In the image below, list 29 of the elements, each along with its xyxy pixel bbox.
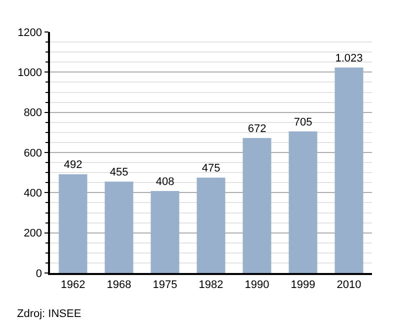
y-tick-label: 0 [36, 268, 42, 280]
y-tick-label: 200 [24, 228, 42, 240]
bar [288, 131, 318, 273]
data-label: 455 [110, 166, 128, 179]
y-tick-label: 1200 [18, 26, 42, 39]
data-label: 492 [64, 159, 82, 172]
bar [196, 178, 226, 273]
data-label: 672 [248, 123, 266, 136]
x-tick-label: 1999 [290, 278, 316, 291]
bar [58, 174, 88, 273]
data-label: 408 [156, 176, 174, 188]
x-tick-label: 2010 [336, 278, 362, 291]
x-tick-label: 1990 [244, 278, 270, 291]
data-label: 1.023 [335, 52, 363, 65]
y-tick-label: 400 [24, 188, 42, 200]
x-tick-label: 1962 [60, 278, 86, 291]
bar [150, 191, 180, 273]
y-tick-label: 1000 [18, 67, 42, 80]
data-label: 705 [294, 116, 312, 128]
bar [242, 138, 272, 273]
text: Zdroj: INSEE [17, 308, 82, 320]
bar [334, 68, 364, 273]
x-tick-label: 1975 [152, 278, 178, 291]
y-tick-label: 800 [24, 107, 42, 120]
x-tick-label: 1968 [106, 278, 132, 291]
y-tick-label: 600 [24, 147, 42, 160]
x-tick-label: 1982 [198, 278, 224, 291]
bar [104, 182, 134, 273]
data-label: 475 [202, 162, 220, 175]
